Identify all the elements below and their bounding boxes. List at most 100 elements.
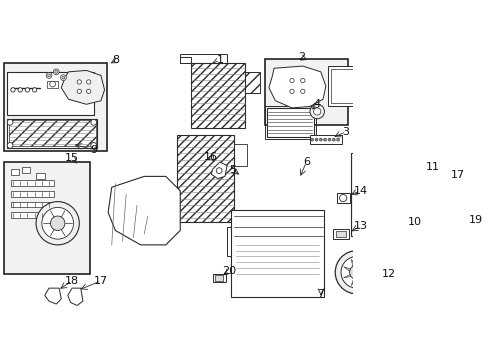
Bar [336,231,346,237]
Bar [310,135,343,144]
Bar [328,66,357,106]
Circle shape [301,89,305,94]
Text: 5: 5 [229,165,236,175]
Circle shape [32,88,37,92]
Circle shape [216,168,222,174]
Bar [22,167,30,173]
Text: 19: 19 [469,215,483,225]
Text: 1: 1 [217,55,223,65]
Text: 13: 13 [353,221,368,231]
Bar [441,176,454,192]
Bar [442,180,453,189]
Polygon shape [180,58,191,63]
Bar [11,169,20,175]
Bar [11,191,54,197]
Text: 8: 8 [113,55,120,65]
Text: 20: 20 [222,266,236,276]
Polygon shape [68,288,83,305]
Polygon shape [245,72,260,94]
Circle shape [290,89,294,94]
Bar [331,69,354,103]
Circle shape [87,80,91,84]
Polygon shape [45,288,61,304]
Bar [47,81,58,88]
Bar [265,59,348,125]
Circle shape [48,74,50,77]
Bar [11,212,54,218]
Bar [9,120,96,146]
Circle shape [7,143,13,148]
Polygon shape [211,162,227,179]
Circle shape [18,88,23,92]
Bar [234,241,321,281]
Circle shape [328,138,331,141]
Circle shape [77,89,81,94]
Circle shape [53,69,59,75]
Polygon shape [269,66,326,108]
Bar [353,155,411,234]
Bar [180,54,227,63]
Circle shape [290,78,294,83]
Bar [11,202,54,207]
Circle shape [50,216,65,230]
Circle shape [25,88,29,92]
Circle shape [61,75,66,81]
Bar [7,119,98,148]
Circle shape [91,120,97,125]
Text: 3: 3 [343,127,349,137]
Circle shape [301,78,305,83]
Bar [351,153,413,236]
Bar [11,180,54,186]
Bar [233,144,247,166]
Text: 12: 12 [382,269,396,279]
Polygon shape [362,272,370,278]
Text: 6: 6 [303,157,310,167]
Circle shape [131,199,157,225]
Circle shape [310,104,324,119]
Polygon shape [351,277,357,285]
Polygon shape [359,276,362,285]
Bar [267,108,314,137]
Circle shape [46,73,52,78]
Bar [213,274,226,282]
Bar [3,63,107,151]
Bar [265,106,316,139]
Circle shape [36,202,79,245]
Circle shape [341,256,373,288]
Circle shape [324,138,327,141]
Text: 16: 16 [204,152,218,162]
Circle shape [91,143,97,148]
Circle shape [77,80,81,84]
Bar [231,210,324,297]
Bar [3,162,90,274]
Circle shape [337,138,340,141]
Circle shape [335,251,378,294]
Bar [337,193,350,203]
Polygon shape [108,176,180,245]
Bar [215,275,223,281]
Text: 15: 15 [65,153,79,163]
Circle shape [87,89,91,94]
Circle shape [7,120,13,125]
Circle shape [42,207,74,239]
Circle shape [311,138,314,141]
Text: 14: 14 [353,186,368,196]
Circle shape [55,71,58,73]
Circle shape [138,207,150,218]
Text: 17: 17 [451,170,465,180]
Bar [36,173,45,179]
Bar [333,229,349,239]
Polygon shape [61,71,104,104]
Bar [7,72,94,115]
Circle shape [340,194,347,202]
Bar [191,63,245,128]
Text: 7: 7 [317,289,324,299]
Circle shape [314,108,321,115]
Polygon shape [361,267,370,271]
Text: 18: 18 [65,276,79,286]
Bar [227,227,236,256]
Circle shape [350,265,364,279]
Circle shape [62,76,65,79]
Text: 10: 10 [408,217,421,227]
Bar [176,135,234,222]
